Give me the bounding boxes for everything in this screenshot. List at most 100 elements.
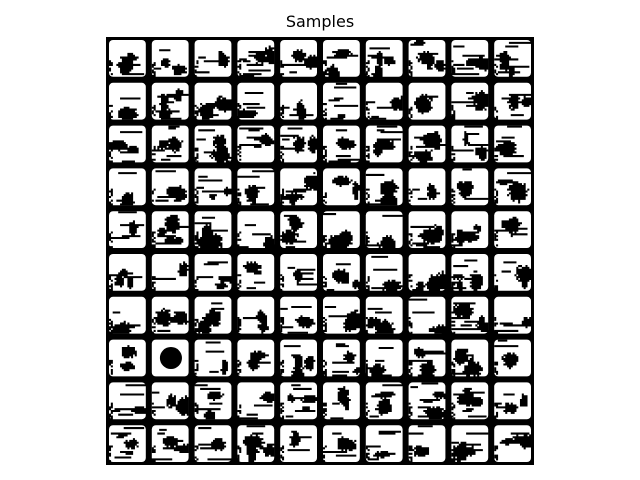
sample-tile — [365, 254, 403, 291]
sample-tile — [494, 82, 532, 120]
sample-ink-pixels — [365, 125, 403, 163]
sample-ink-pixels — [451, 387, 487, 420]
sample-tile — [451, 125, 489, 163]
sample-ink-pixels — [451, 168, 489, 206]
sample-tile — [109, 254, 146, 291]
sample-ink-pixels — [237, 350, 271, 375]
sample-tile — [151, 425, 189, 463]
sample-tile — [109, 339, 146, 377]
sample-ink-pixels — [365, 173, 400, 206]
sample-tile — [194, 296, 232, 334]
sample-ink-pixels — [365, 307, 396, 334]
sample-tile — [451, 425, 489, 463]
sample-tile — [494, 425, 532, 462]
sample-tile — [323, 211, 360, 249]
sample-tile — [151, 211, 189, 249]
sample-tile — [365, 82, 403, 120]
sample-ink-pixels — [109, 427, 145, 463]
sample-tile — [280, 339, 317, 377]
sample-ink-pixels — [109, 52, 145, 76]
sample-ink-pixels — [194, 216, 228, 249]
sample-tile — [194, 125, 232, 163]
sample-tile — [408, 254, 446, 291]
sample-ink-pixels — [494, 93, 532, 120]
sample-tile — [194, 254, 232, 291]
sample-tile — [109, 296, 146, 334]
sample-tile-background — [323, 82, 360, 120]
sample-ink-pixels — [323, 49, 359, 77]
sample-tile — [451, 382, 489, 420]
sample-ink-pixels — [323, 213, 353, 249]
sample-tile — [109, 168, 146, 206]
sample-tile — [109, 382, 146, 420]
sample-ink-pixels — [451, 90, 489, 120]
sample-ink-pixels — [151, 214, 189, 249]
sample-ink-pixels — [408, 270, 446, 291]
sample-ink-pixels — [151, 391, 189, 416]
sample-tile — [451, 40, 489, 77]
sample-tile — [280, 82, 317, 120]
sample-tile — [323, 125, 360, 163]
sample-ink-pixels — [109, 131, 143, 163]
sample-ink-pixels — [323, 82, 359, 120]
sample-tile — [494, 125, 531, 163]
sample-tile — [237, 296, 275, 334]
sample-ink-pixels — [280, 384, 318, 420]
sample-ink-pixels — [323, 432, 357, 463]
sample-tile — [237, 382, 275, 420]
sample-tile — [365, 125, 403, 163]
sample-ink-pixels — [280, 345, 316, 377]
sample-ink-pixels — [194, 51, 230, 77]
sample-ink-pixels — [494, 339, 519, 375]
sample-tile — [280, 40, 318, 77]
sample-ink-pixels — [451, 125, 489, 163]
sample-tile — [365, 211, 403, 249]
sample-tile — [494, 382, 531, 420]
sample-ink-pixels — [408, 93, 439, 120]
sample-tile — [365, 168, 403, 206]
sample-tile — [151, 254, 189, 291]
sample-tile-background — [109, 211, 146, 248]
sample-ink-pixels — [194, 341, 228, 375]
sample-tile — [408, 296, 446, 334]
sample-tile — [408, 40, 446, 77]
sample-ink-pixels — [151, 125, 184, 161]
sample-ink-pixels — [323, 129, 360, 163]
sample-ink-pixels — [280, 430, 312, 461]
sample-ink-pixels — [237, 92, 266, 120]
sample-tile — [194, 82, 232, 120]
sample-ink-pixels — [109, 211, 145, 249]
sample-ink-pixels — [323, 343, 360, 377]
sample-tile — [280, 425, 317, 462]
sample-tile — [494, 40, 532, 77]
sample-ink-pixels — [494, 172, 532, 206]
sample-ink-pixels — [451, 224, 482, 249]
sample-ink-pixels — [151, 88, 189, 120]
sample-ink-pixels — [408, 131, 446, 163]
sample-tile — [408, 82, 446, 120]
sample-ink-pixels — [365, 384, 403, 420]
sample-tile — [194, 425, 232, 463]
sample-tile — [365, 425, 403, 462]
sample-tile — [451, 82, 489, 120]
sample-ink-pixels — [323, 386, 351, 420]
sample-tile — [323, 82, 360, 120]
sample-tile — [494, 211, 531, 248]
sample-tile — [194, 211, 232, 249]
sample-ink-pixels — [408, 425, 433, 463]
sample-ink-pixels — [323, 263, 360, 291]
sample-tile — [408, 211, 446, 249]
sample-ink-pixels — [365, 430, 401, 461]
sample-tile — [323, 168, 360, 206]
sample-ink-pixels — [451, 45, 489, 76]
sample-tile — [109, 125, 146, 163]
sample-ink-pixels — [280, 172, 318, 206]
sample-disc-blob — [159, 346, 182, 370]
sample-ink-pixels — [451, 302, 489, 334]
sample-ink-pixels — [151, 428, 189, 463]
sample-tile — [109, 425, 146, 463]
sample-ink-pixels — [365, 255, 403, 291]
sample-tile — [323, 425, 360, 463]
sample-tile-background — [237, 382, 275, 420]
sample-tile — [109, 211, 146, 249]
